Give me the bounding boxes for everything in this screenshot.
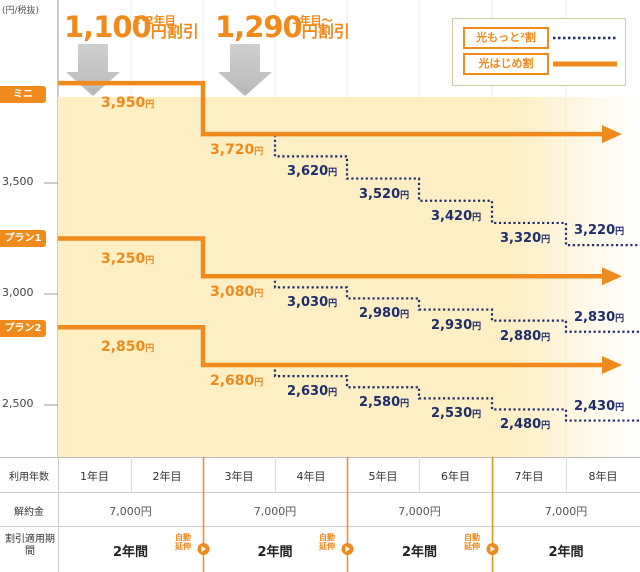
value-label: 2,630円 bbox=[287, 384, 338, 400]
value-label: 2,850円 bbox=[101, 339, 155, 356]
hajime-line-0 bbox=[58, 80, 605, 137]
y-axis-unit: (円/税抜) bbox=[2, 6, 40, 16]
table-grid bbox=[0, 457, 640, 572]
hajime-line-2 bbox=[58, 325, 605, 368]
y-tick-label: 3,000 bbox=[2, 286, 34, 299]
discount-2-unit: 円割引 bbox=[301, 22, 350, 41]
hajime-line-1 bbox=[58, 236, 605, 279]
row-label-period: 割引適用期間 bbox=[5, 534, 55, 557]
period-cell: 2年間 bbox=[112, 545, 149, 560]
year-cell: 3年目 bbox=[224, 470, 254, 483]
discount-1: 1,100円割引 1･2年目 bbox=[64, 10, 199, 44]
period-cell: 2年間 bbox=[401, 545, 438, 560]
year-cell: 1年目 bbox=[80, 470, 109, 483]
fee-cell: 7,000円 bbox=[398, 505, 441, 518]
value-label: 2,880円 bbox=[500, 328, 551, 344]
hajime-arrowhead-2 bbox=[602, 356, 622, 375]
discount-1-period: 1･2年目 bbox=[133, 14, 176, 27]
value-label: 3,220円 bbox=[574, 223, 625, 239]
value-label: 2,480円 bbox=[500, 417, 551, 433]
discount-1-unit: 円割引 bbox=[150, 22, 199, 41]
fee-cell: 7,000円 bbox=[109, 505, 152, 518]
legend-motto-label: 光もっと²割 bbox=[463, 27, 549, 49]
period-cell: 2年間 bbox=[548, 545, 584, 560]
value-label: 3,950円 bbox=[101, 95, 155, 112]
value-label: 3,620円 bbox=[287, 164, 338, 180]
value-label: 2,930円 bbox=[431, 317, 482, 333]
value-label: 3,080円 bbox=[210, 284, 264, 301]
auto-extend-label: 自動延伸 bbox=[319, 533, 335, 551]
motto-line-0 bbox=[58, 82, 640, 247]
row-label-years: 利用年数 bbox=[9, 472, 49, 483]
hajime-arrowhead-1 bbox=[602, 267, 622, 286]
value-label: 3,520円 bbox=[359, 186, 410, 202]
discount-2: 1,290円割引 3年目～ bbox=[215, 10, 350, 44]
year-cell: 4年目 bbox=[296, 470, 326, 483]
year-cell: 6年目 bbox=[441, 470, 470, 483]
value-label: 2,530円 bbox=[431, 406, 482, 422]
value-label: 2,430円 bbox=[574, 398, 625, 414]
year-cell: 7年目 bbox=[514, 470, 544, 483]
value-label: 2,580円 bbox=[359, 395, 410, 411]
value-label: 3,320円 bbox=[500, 230, 551, 246]
year-cell: 2年目 bbox=[152, 470, 182, 483]
value-label: 3,030円 bbox=[287, 295, 338, 311]
value-label: 3,420円 bbox=[431, 208, 482, 224]
row-label-fee: 解約金 bbox=[14, 507, 44, 518]
legend-swatches bbox=[553, 36, 617, 67]
value-label: 3,720円 bbox=[210, 142, 264, 159]
value-label: 2,830円 bbox=[574, 309, 625, 325]
hajime-arrowhead-0 bbox=[602, 125, 622, 144]
year-cell: 8年目 bbox=[588, 470, 618, 483]
y-tick-label: 3,500 bbox=[2, 175, 34, 188]
discount-2-amount: 1,290 bbox=[215, 10, 303, 44]
plan-tag-plan2: プラン2 bbox=[0, 320, 46, 337]
plan-tag-plan1: プラン1 bbox=[0, 230, 46, 247]
value-label: 2,680円 bbox=[210, 373, 264, 390]
period-cell: 2年間 bbox=[257, 545, 293, 560]
legend-hajime-label: 光はじめ割 bbox=[463, 53, 549, 75]
auto-extend-label: 自動延伸 bbox=[464, 533, 480, 551]
legend: 光もっと²割 光はじめ割 bbox=[452, 18, 626, 86]
plan-tag-mini: ミニ bbox=[0, 86, 46, 103]
value-label: 2,980円 bbox=[359, 306, 410, 322]
y-tick-label: 2,500 bbox=[2, 397, 34, 410]
down-arrow-icon bbox=[218, 44, 272, 96]
value-label: 3,250円 bbox=[101, 250, 155, 267]
fee-cell: 7,000円 bbox=[544, 505, 588, 518]
year-cell: 5年目 bbox=[368, 470, 398, 483]
auto-extend-label: 自動延伸 bbox=[175, 533, 191, 551]
discount-2-period: 3年目～ bbox=[292, 14, 333, 27]
discount-1-amount: 1,100 bbox=[64, 10, 152, 44]
fee-cell: 7,000円 bbox=[253, 505, 297, 518]
